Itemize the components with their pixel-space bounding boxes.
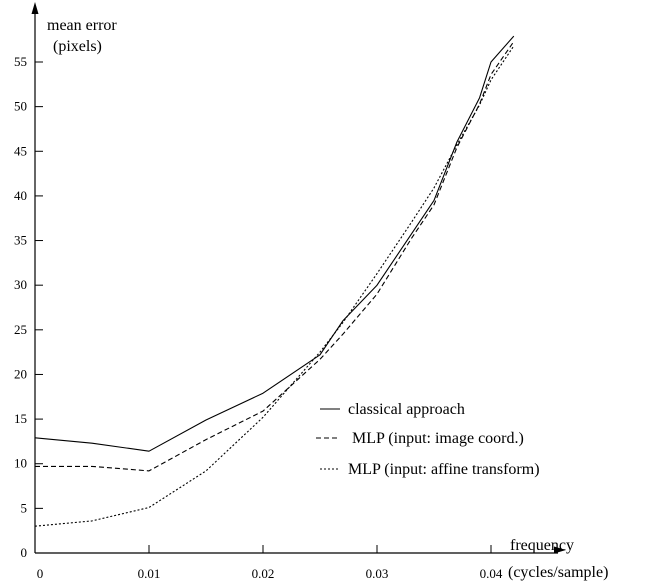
x-tick-label: 0.01 <box>138 566 161 581</box>
series-line-mlp-image-coord <box>35 41 515 472</box>
y-tick-label: 40 <box>14 188 27 203</box>
legend-label-classical: classical approach <box>348 401 465 418</box>
x-tick-label: 0.04 <box>480 566 503 581</box>
y-axis-arrowhead <box>31 2 39 14</box>
y-tick-label: 50 <box>14 99 27 114</box>
y-tick-label: 0 <box>21 545 28 560</box>
series-line-mlp-affine <box>34 45 515 527</box>
legend: classical approach MLP (input: image coo… <box>316 401 540 478</box>
series-line-classical <box>34 35 515 452</box>
axes <box>31 2 566 554</box>
ticks: 0 5 10 15 20 25 30 35 40 45 50 55 0 0.01 0.02 0.03 0.04 <box>14 54 503 581</box>
y-tick-label: 5 <box>21 500 28 515</box>
x-axis-label-line2: (cycles/sample) <box>508 564 608 581</box>
series-lines <box>34 35 515 527</box>
y-axis-label-line2: (pixels) <box>53 38 102 55</box>
y-tick-label: 15 <box>14 411 27 426</box>
x-tick-label: 0.03 <box>366 566 389 581</box>
y-tick-label: 35 <box>14 233 27 248</box>
x-tick-label: 0.02 <box>252 566 275 581</box>
y-tick-label: 20 <box>14 366 27 381</box>
x-axis-arrowhead <box>554 546 566 554</box>
x-tick-label: 0 <box>37 566 44 581</box>
y-tick-label: 25 <box>14 322 27 337</box>
y-axis-label-line1: mean error <box>47 17 117 34</box>
y-tick-label: 55 <box>14 54 27 69</box>
legend-label-mlp-affine: MLP (input: affine transform) <box>348 461 540 478</box>
y-tick-label: 30 <box>14 277 27 292</box>
y-tick-label: 10 <box>14 456 27 471</box>
x-axis-label-line1: frequency <box>510 537 574 554</box>
y-tick-label: 45 <box>14 143 27 158</box>
legend-label-mlp-image-coord: MLP (input: image coord.) <box>352 430 524 447</box>
